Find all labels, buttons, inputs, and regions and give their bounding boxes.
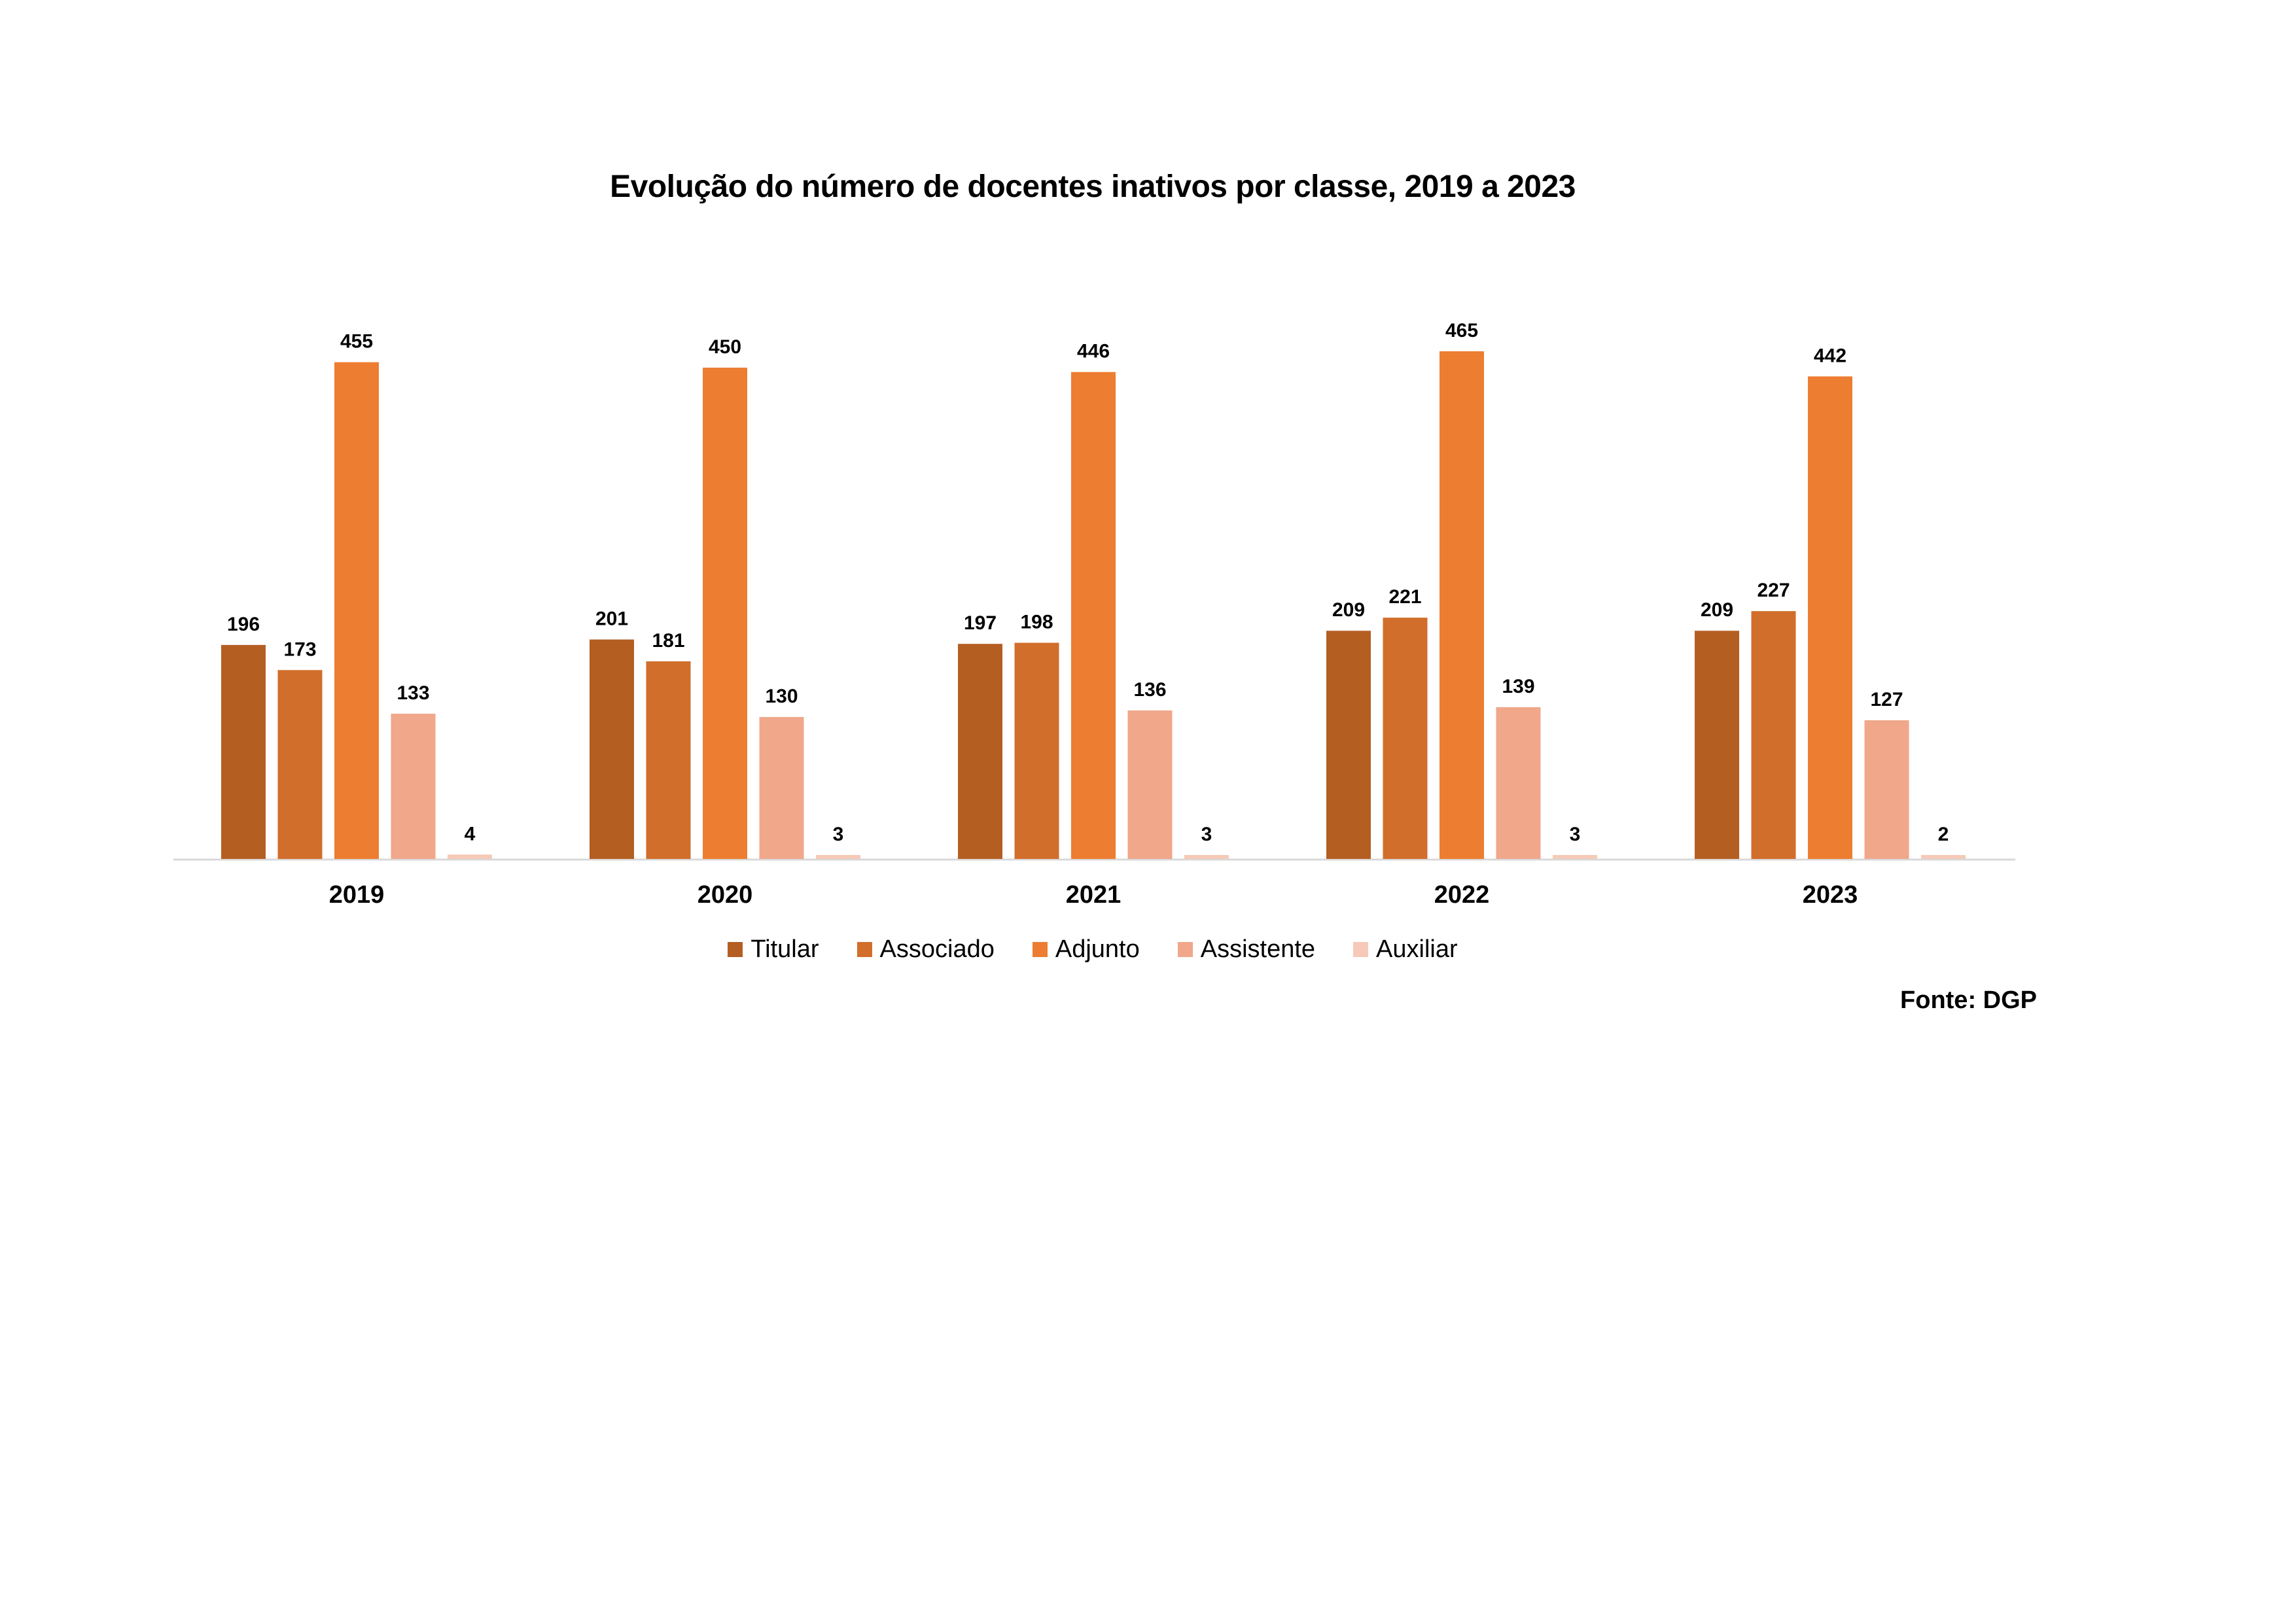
legend-item-adjunto: Adjunto bbox=[1032, 935, 1140, 964]
legend-label-adjunto: Adjunto bbox=[1055, 935, 1140, 963]
data-label-titular-2023: 209 bbox=[1701, 599, 1733, 621]
bar-titular-2020 bbox=[590, 639, 634, 859]
legend-swatch-assistente bbox=[1177, 942, 1193, 957]
data-label-auxiliar-2022: 3 bbox=[1570, 824, 1581, 845]
data-label-associado-2022: 221 bbox=[1388, 586, 1421, 608]
data-label-titular-2022: 209 bbox=[1332, 599, 1365, 621]
bar-titular-2022 bbox=[1326, 631, 1371, 859]
x-tick-label-2021: 2021 bbox=[1066, 881, 1122, 909]
legend-item-assistente: Assistente bbox=[1177, 935, 1316, 964]
bar-associado-2022 bbox=[1383, 618, 1428, 859]
source-note: Fonte: DGP bbox=[1900, 986, 2037, 1014]
bar-auxiliar-2019 bbox=[448, 854, 492, 859]
data-label-assistente-2020: 130 bbox=[765, 686, 798, 707]
legend-item-titular: Titular bbox=[728, 935, 819, 964]
data-label-adjunto-2023: 442 bbox=[1814, 345, 1846, 366]
legend-label-auxiliar: Auxiliar bbox=[1376, 935, 1458, 963]
data-label-associado-2020: 181 bbox=[652, 630, 684, 652]
bar-adjunto-2021 bbox=[1071, 372, 1116, 859]
x-tick-label-2023: 2023 bbox=[1803, 881, 1858, 909]
bar-associado-2021 bbox=[1014, 642, 1059, 859]
data-label-adjunto-2020: 450 bbox=[709, 336, 741, 358]
data-label-auxiliar-2019: 4 bbox=[465, 823, 476, 845]
data-label-auxiliar-2020: 3 bbox=[833, 824, 844, 845]
data-label-associado-2019: 173 bbox=[283, 638, 316, 660]
data-label-auxiliar-2023: 2 bbox=[1938, 824, 1949, 845]
legend-swatch-titular bbox=[728, 942, 743, 957]
bar-auxiliar-2020 bbox=[816, 855, 860, 859]
bar-assistente-2022 bbox=[1496, 707, 1541, 859]
legend-label-assistente: Assistente bbox=[1200, 935, 1316, 963]
x-tick-label-2019: 2019 bbox=[329, 881, 385, 909]
bar-assistente-2021 bbox=[1127, 710, 1173, 859]
bar-associado-2023 bbox=[1751, 611, 1796, 859]
data-label-titular-2019: 196 bbox=[227, 614, 260, 635]
x-tick-label-2020: 2020 bbox=[698, 881, 753, 909]
legend-label-titular: Titular bbox=[751, 935, 819, 963]
bar-adjunto-2019 bbox=[334, 362, 379, 859]
data-label-titular-2021: 197 bbox=[964, 612, 997, 634]
bar-auxiliar-2023 bbox=[1921, 855, 1966, 859]
legend-item-associado: Associado bbox=[857, 935, 995, 964]
chart-legend: Titular Associado Adjunto Assistente Auxilia… bbox=[0, 935, 2185, 964]
legend-swatch-auxiliar bbox=[1353, 942, 1369, 957]
bar-associado-2020 bbox=[646, 661, 691, 859]
x-tick-label-2022: 2022 bbox=[1434, 881, 1490, 909]
data-label-assistente-2022: 139 bbox=[1502, 676, 1534, 697]
bar-assistente-2020 bbox=[759, 717, 804, 859]
bar-titular-2023 bbox=[1695, 631, 1739, 859]
data-label-associado-2021: 198 bbox=[1020, 612, 1053, 633]
data-label-adjunto-2021: 446 bbox=[1077, 341, 1110, 362]
data-label-assistente-2021: 136 bbox=[1133, 679, 1166, 701]
bar-assistente-2023 bbox=[1864, 720, 1909, 859]
data-label-adjunto-2019: 455 bbox=[340, 331, 373, 353]
legend-label-associado: Associado bbox=[879, 935, 995, 963]
legend-swatch-adjunto bbox=[1032, 942, 1048, 957]
bar-titular-2019 bbox=[221, 644, 266, 859]
bar-adjunto-2023 bbox=[1808, 376, 1852, 859]
bar-associado-2019 bbox=[277, 670, 323, 859]
bar-adjunto-2022 bbox=[1439, 351, 1484, 859]
data-label-assistente-2023: 127 bbox=[1870, 689, 1903, 710]
data-label-auxiliar-2021: 3 bbox=[1201, 824, 1212, 845]
bar-auxiliar-2021 bbox=[1184, 855, 1229, 859]
chart-title: Evolução do número de docentes inativos … bbox=[610, 169, 1576, 204]
legend-item-auxiliar: Auxiliar bbox=[1353, 935, 1458, 964]
bar-auxiliar-2022 bbox=[1553, 855, 1597, 859]
bar-adjunto-2020 bbox=[703, 368, 747, 859]
data-label-associado-2023: 227 bbox=[1757, 580, 1790, 601]
data-label-adjunto-2022: 465 bbox=[1445, 320, 1478, 341]
data-label-titular-2020: 201 bbox=[595, 608, 628, 630]
data-label-assistente-2019: 133 bbox=[397, 682, 429, 704]
bar-assistente-2019 bbox=[391, 714, 436, 859]
legend-swatch-associado bbox=[857, 942, 872, 957]
bar-titular-2021 bbox=[958, 644, 1002, 859]
